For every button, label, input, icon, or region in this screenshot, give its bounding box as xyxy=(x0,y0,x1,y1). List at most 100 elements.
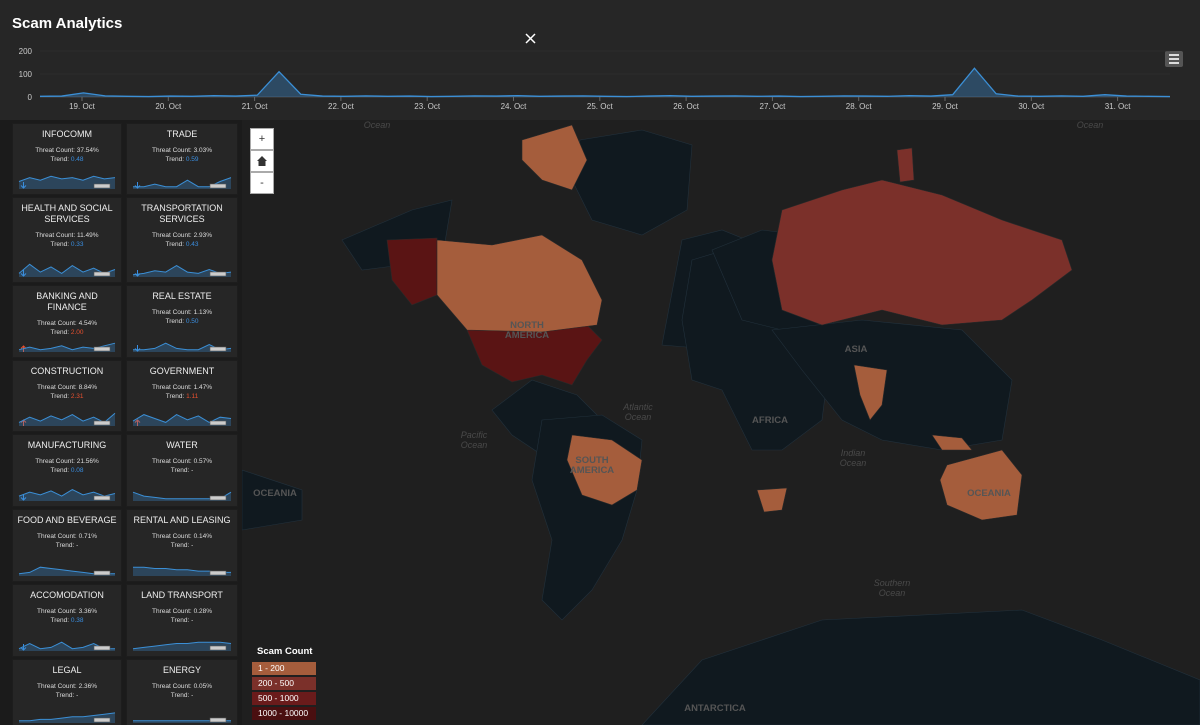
sparkline xyxy=(132,265,232,277)
map-label: Pacific Ocean xyxy=(461,430,488,450)
threat-label: Threat Count: xyxy=(37,683,77,690)
zoom-out-button[interactable]: - xyxy=(250,172,274,194)
trend-value: 2.31 xyxy=(70,393,84,400)
sector-card[interactable]: TRADE Threat Count: 3.03% Trend: 0.59 xyxy=(126,123,238,195)
trend-value: 2.00 xyxy=(70,329,84,336)
scroll-handle xyxy=(93,495,111,501)
threat-label: Threat Count: xyxy=(37,320,77,327)
trend: Trend: - xyxy=(127,466,237,475)
sparkline xyxy=(18,566,115,576)
alaska[interactable] xyxy=(386,237,438,306)
zoom-in-button[interactable]: + xyxy=(250,128,274,150)
menu-button[interactable] xyxy=(1165,51,1183,67)
home-button[interactable] xyxy=(250,150,274,172)
sparkline-area xyxy=(19,264,115,277)
trend-value: 0.50 xyxy=(185,318,199,325)
trend: Trend: - xyxy=(127,691,237,700)
trend-label: Trend: xyxy=(170,467,190,474)
threat-value: 21.56% xyxy=(76,458,99,465)
sector-name: MANUFACTURING xyxy=(27,440,107,450)
sector-card[interactable]: FOOD AND BEVERAGE Threat Count: 0.71% Tren… xyxy=(12,509,122,582)
indonesia[interactable] xyxy=(931,434,973,451)
trend: Trend: - xyxy=(127,541,237,550)
sector-card[interactable]: CONSTRUCTION Threat Count: 8.84% Trend: 2.… xyxy=(12,360,122,432)
legend-item: 200 - 500 xyxy=(252,677,316,690)
sector-name: CONSTRUCTION xyxy=(30,366,104,376)
sector-card[interactable]: MANUFACTURING Threat Count: 21.56% Trend: … xyxy=(12,434,122,507)
sector-card[interactable]: HEALTH AND SOCIAL SERVICES Threat Count: … xyxy=(12,197,122,283)
canada[interactable] xyxy=(436,234,603,333)
trend: Trend: 0.08 xyxy=(13,466,121,501)
trend-value: - xyxy=(191,617,194,624)
sparkline-area xyxy=(133,567,231,576)
trend: Trend: 0.33 xyxy=(13,240,121,277)
sector-name: HEALTH AND SOCIAL SERVICES xyxy=(21,203,113,224)
south-africa[interactable] xyxy=(756,487,788,513)
sparkline-line xyxy=(18,175,116,182)
sparkline-area xyxy=(133,177,231,189)
sparkline-area xyxy=(133,642,231,651)
sector-card[interactable]: BANKING AND FINANCE Threat Count: 4.54% Tr… xyxy=(12,285,122,358)
trend: Trend: 0.50 xyxy=(127,317,237,352)
timeline-chart: 0 100 200 19. Oct 20. Oct 21. Oct 22. Oct 23. O… xyxy=(19,33,1183,111)
sector-card[interactable]: LAND TRANSPORT Threat Count: 0.28% Trend: … xyxy=(126,584,238,657)
india[interactable] xyxy=(853,364,888,421)
sparkline-line xyxy=(18,263,116,275)
scroll-handle xyxy=(209,717,227,723)
map-label: AFRICA xyxy=(752,415,788,426)
threat-value: 2.36% xyxy=(78,683,97,690)
y-tick-label: 100 xyxy=(19,70,33,79)
sector-card[interactable]: REAL ESTATE Threat Count: 1.13% Trend: 0.5… xyxy=(126,285,238,358)
header: 0 100 200 19. Oct 20. Oct 21. Oct 22. Oct 23. O… xyxy=(0,0,1200,120)
canada-arctic[interactable] xyxy=(521,124,588,191)
threat-label: Threat Count: xyxy=(152,232,192,239)
legend: Scam Count 1 - 200 200 - 500 500 - 1000 100… xyxy=(252,646,322,722)
sparkline xyxy=(133,566,231,576)
map-label-line: Ocean xyxy=(364,120,391,130)
australia[interactable] xyxy=(939,449,1023,521)
trend-label: Trend: xyxy=(50,329,70,336)
trend: Trend: 0.59 xyxy=(127,155,237,189)
brazil[interactable] xyxy=(566,434,643,506)
sector-card[interactable]: ACCOMODATION Threat Count: 3.36% Trend: 0.… xyxy=(12,584,122,657)
sector-card[interactable]: GOVERNMENT Threat Count: 1.47% Trend: 1.11 xyxy=(126,360,238,432)
scroll-handle xyxy=(209,420,227,426)
map-label-line: AMERICA xyxy=(570,465,614,476)
legend-item: 1 - 200 xyxy=(252,662,316,675)
trend-label: Trend: xyxy=(55,692,75,699)
x-tick-label: 24. Oct xyxy=(501,102,528,111)
sector-card[interactable]: RENTAL AND LEASING Threat Count: 0.14% Tre… xyxy=(126,509,238,582)
timeline-area xyxy=(40,68,1170,97)
map-label-line: AFRICA xyxy=(752,415,788,426)
trend-value: 0.33 xyxy=(70,241,84,248)
x-tick-label: 21. Oct xyxy=(242,102,269,111)
sector-name: TRANSPORTATION SERVICES xyxy=(141,203,223,224)
map-label-line: AMERICA xyxy=(505,330,549,341)
timeline-line xyxy=(39,67,1171,98)
threat-label: Threat Count: xyxy=(152,147,192,154)
scroll-handle xyxy=(93,717,111,723)
legend-title: Scam Count xyxy=(257,646,313,657)
map-label: SOUTH AMERICA xyxy=(570,455,614,476)
map-label: OCEANIA xyxy=(967,488,1011,499)
sector-card[interactable]: WATER Threat Count: 0.57% Trend: - xyxy=(126,434,238,507)
threat-value: 0.71% xyxy=(78,533,97,540)
threat-value: 0.14% xyxy=(193,533,212,540)
sector-card[interactable]: ENERGY Threat Count: 0.05% Trend: - xyxy=(126,659,238,725)
map-label: ANTARCTICA xyxy=(684,703,746,714)
sparkline xyxy=(132,414,232,426)
close-button[interactable] xyxy=(525,33,536,44)
x-tick-label: 25. Oct xyxy=(587,102,614,111)
trend-value: 0.43 xyxy=(185,241,199,248)
russia[interactable] xyxy=(771,179,1073,326)
arrow xyxy=(20,270,27,277)
trend: Trend: 0.48 xyxy=(13,155,121,189)
sector-card[interactable]: INFOCOMM Threat Count: 37.54% Trend: 0.48 xyxy=(12,123,122,195)
map-label: Ocean xyxy=(1077,120,1104,130)
map-label: Ocean xyxy=(364,120,391,130)
map-label-line: Ocean xyxy=(840,458,867,468)
sector-card[interactable]: LEGAL Threat Count: 2.36% Trend: - xyxy=(12,659,122,725)
greenland[interactable] xyxy=(896,147,915,183)
sector-card[interactable]: TRANSPORTATION SERVICES Threat Count: 2.9… xyxy=(126,197,238,283)
